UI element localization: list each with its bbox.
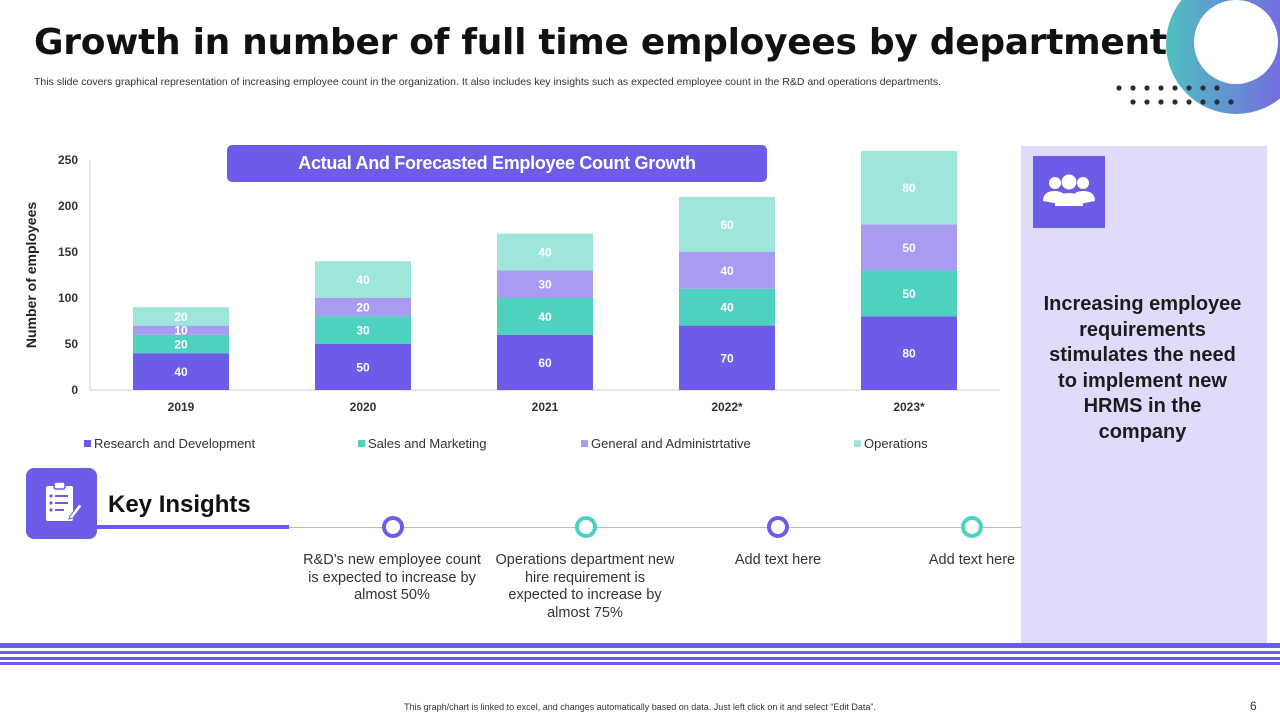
bar-segment [315,261,411,298]
x-tick-label: 2021 [532,400,559,414]
bar-segment [861,224,957,271]
legend-label: Sales and Marketing [368,436,487,451]
legend-label: Operations [864,436,928,451]
bar-segment [497,233,593,271]
chart-legend: Research and Development Sales and Marke… [84,436,1004,454]
bar-segment [861,270,957,317]
data-label: 50 [356,361,370,375]
bar-segment [133,353,229,390]
timeline-marker [382,516,404,538]
y-tick-label: 0 [71,383,78,397]
footer-stripe [0,643,1280,648]
y-axis-title: Number of employees [23,202,39,348]
data-label: 10 [174,324,188,338]
footer-stripe [0,651,1280,654]
bar-segment [497,298,593,335]
footer-note: This graph/chart is linked to excel, and… [404,702,876,712]
bar-segment [679,325,775,390]
timeline-line [289,527,1021,528]
key-insights-title: Key Insights [108,491,251,518]
bar-segment [679,252,775,289]
y-tick-label: 50 [65,337,79,351]
bar-segment [679,196,775,252]
insight-text: R&D’s new employee count is expected to … [303,552,481,603]
legend-label: Research and Development [94,436,256,451]
page-subtitle: This slide covers graphical representati… [34,76,942,88]
data-label: 60 [538,356,552,370]
decorative-dots [1116,85,1234,105]
y-tick-label: 250 [58,153,78,167]
x-tick-label: 2022* [711,400,743,414]
page-number: 6 [1250,699,1257,713]
bar-segment [497,334,593,390]
y-tick-label: 200 [58,199,78,213]
legend-swatch [358,440,365,447]
chart-title: Actual And Forecasted Employee Count Gro… [227,145,767,182]
users-group-icon [1033,156,1105,228]
clipboard-checklist-icon-graphic [46,481,83,521]
data-label: 40 [720,264,734,278]
bar-segment [315,298,411,317]
bar-segment [679,288,775,326]
data-label: 20 [356,301,370,315]
insight-text: Add text here [928,552,1016,568]
bar-segment [133,325,229,335]
bar-segment [133,334,229,354]
bar-segment [315,344,411,390]
legend-item-admin: General and Administrtative [581,436,751,451]
users-group-icon-graphic [1043,174,1095,206]
x-tick-label: 2019 [168,400,195,414]
x-tick-label: 2023* [893,400,925,414]
footer-stripe [0,662,1280,665]
data-label: 50 [902,241,916,255]
y-tick-label: 100 [58,291,78,305]
data-label: 70 [720,351,734,365]
bar-segment [861,316,957,390]
data-label: 60 [720,218,734,232]
stacked-bar-chart: 0 50 100 150 200 250 Number of employees 40 20 10… [20,140,1015,460]
data-label: 30 [538,278,552,292]
y-tick-label: 150 [58,245,78,259]
insight-text: Operations department new hire requireme… [495,552,675,621]
legend-item-sales: Sales and Marketing [358,436,487,451]
side-panel-text: Increasing employee requirements stimula… [1043,293,1242,443]
data-label: 40 [538,310,552,324]
data-label: 80 [902,347,916,361]
bar-segment [133,307,229,326]
data-label: 40 [174,365,188,379]
data-label: 50 [902,287,916,301]
page-title: Growth in number of full time employees … [34,22,1167,63]
legend-swatch [84,440,91,447]
data-label: 20 [174,310,188,324]
legend-item-operations: Operations [854,436,928,451]
data-label: 30 [356,324,370,338]
bar-segment [861,150,957,225]
clipboard-checklist-icon [26,468,97,539]
legend-swatch [581,440,588,447]
decorative-ring-hole [1194,0,1278,84]
legend-item-rnd: Research and Development [84,436,255,451]
x-tick-label: 2020 [350,400,377,414]
timeline-marker [767,516,789,538]
data-label: 40 [356,273,370,287]
timeline-marker [575,516,597,538]
legend-swatch [854,440,861,447]
key-insights-underline [97,525,289,529]
insight-side-panel [1021,146,1267,643]
bar-segment [497,270,593,298]
footer-stripe [0,657,1280,660]
data-label: 20 [174,338,188,352]
data-label: 40 [538,246,552,260]
timeline-marker [961,516,983,538]
data-label: 80 [902,181,916,195]
legend-label: General and Administrtative [591,436,751,451]
data-label: 40 [720,301,734,315]
insight-text: Add text here [734,552,822,568]
bar-segment [315,316,411,344]
